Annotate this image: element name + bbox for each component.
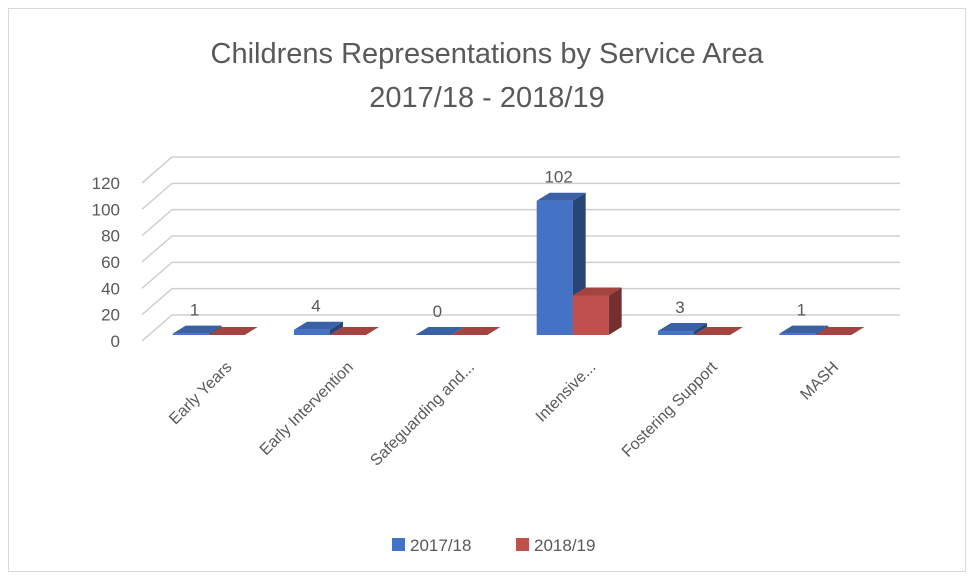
y-tick-label: 80	[101, 227, 120, 246]
legend-swatch	[516, 538, 529, 551]
bars	[172, 192, 865, 335]
bar-top	[208, 327, 258, 335]
legend-label: 2017/18	[410, 536, 471, 555]
bar-front	[572, 295, 609, 335]
bar-top	[172, 325, 222, 334]
y-axis-ticks: 0 20 40 60 80 100 120	[92, 174, 120, 351]
bar-front	[658, 331, 694, 335]
bar-top	[294, 321, 343, 330]
gridline	[141, 156, 900, 184]
bar-side	[815, 325, 829, 335]
data-label: 1	[190, 301, 199, 320]
chart-title-line-1: Childrens Representations by Service Are…	[210, 38, 764, 70]
bar-top	[536, 192, 586, 201]
bar-top	[572, 287, 622, 296]
data-label: 1	[797, 301, 806, 320]
bar-side	[608, 287, 622, 335]
legend-label: 2018/19	[534, 536, 595, 555]
category-label: Early Intervention	[257, 359, 357, 459]
bar-top	[658, 323, 707, 332]
gridline	[141, 287, 900, 316]
category-label: Safeguarding and...	[367, 359, 478, 470]
y-tick-label: 120	[92, 174, 120, 193]
chart-frame	[8, 8, 966, 572]
category-label: Intensive...	[533, 359, 600, 426]
gridline	[141, 261, 900, 289]
bar-front	[294, 329, 330, 335]
category-label: Early Years	[166, 359, 235, 428]
data-label: 3	[675, 298, 684, 317]
y-tick-label: 0	[111, 332, 120, 351]
bar-side	[208, 325, 222, 335]
bar-top	[779, 325, 829, 334]
data-label: 4	[311, 297, 320, 316]
legend-swatch	[392, 538, 405, 551]
category-label: MASH	[797, 359, 842, 404]
gridline	[141, 314, 900, 342]
bar-front	[172, 333, 209, 335]
y-tick-label: 60	[101, 253, 120, 272]
gridline	[141, 182, 900, 210]
bar-top	[330, 327, 379, 335]
gridline	[141, 235, 900, 263]
data-labels: 1 4 0 102 3 1	[190, 168, 806, 321]
bar-top	[694, 327, 743, 335]
bar-front	[536, 200, 573, 335]
y-tick-label: 20	[101, 306, 120, 325]
data-label: 102	[544, 168, 572, 187]
bar-top	[815, 327, 865, 335]
bar-side	[694, 323, 707, 335]
x-axis-categories: Early Years Early Intervention Safeguardin…	[166, 358, 842, 469]
bar-top	[415, 327, 465, 335]
gridline	[141, 208, 900, 237]
y-tick-label: 100	[92, 200, 120, 219]
legend: 2017/18 2018/19	[392, 536, 595, 555]
data-label: 0	[433, 302, 442, 321]
y-tick-label: 40	[101, 279, 120, 298]
chart-title: Childrens Representations by Service Are…	[0, 32, 974, 120]
chart-title-line-2: 2017/18 - 2018/19	[369, 82, 605, 114]
bar-top	[451, 327, 501, 335]
category-label: Fostering Support	[619, 358, 721, 460]
bar-side	[330, 321, 343, 335]
gridlines	[141, 156, 900, 342]
bar-front	[779, 333, 816, 335]
